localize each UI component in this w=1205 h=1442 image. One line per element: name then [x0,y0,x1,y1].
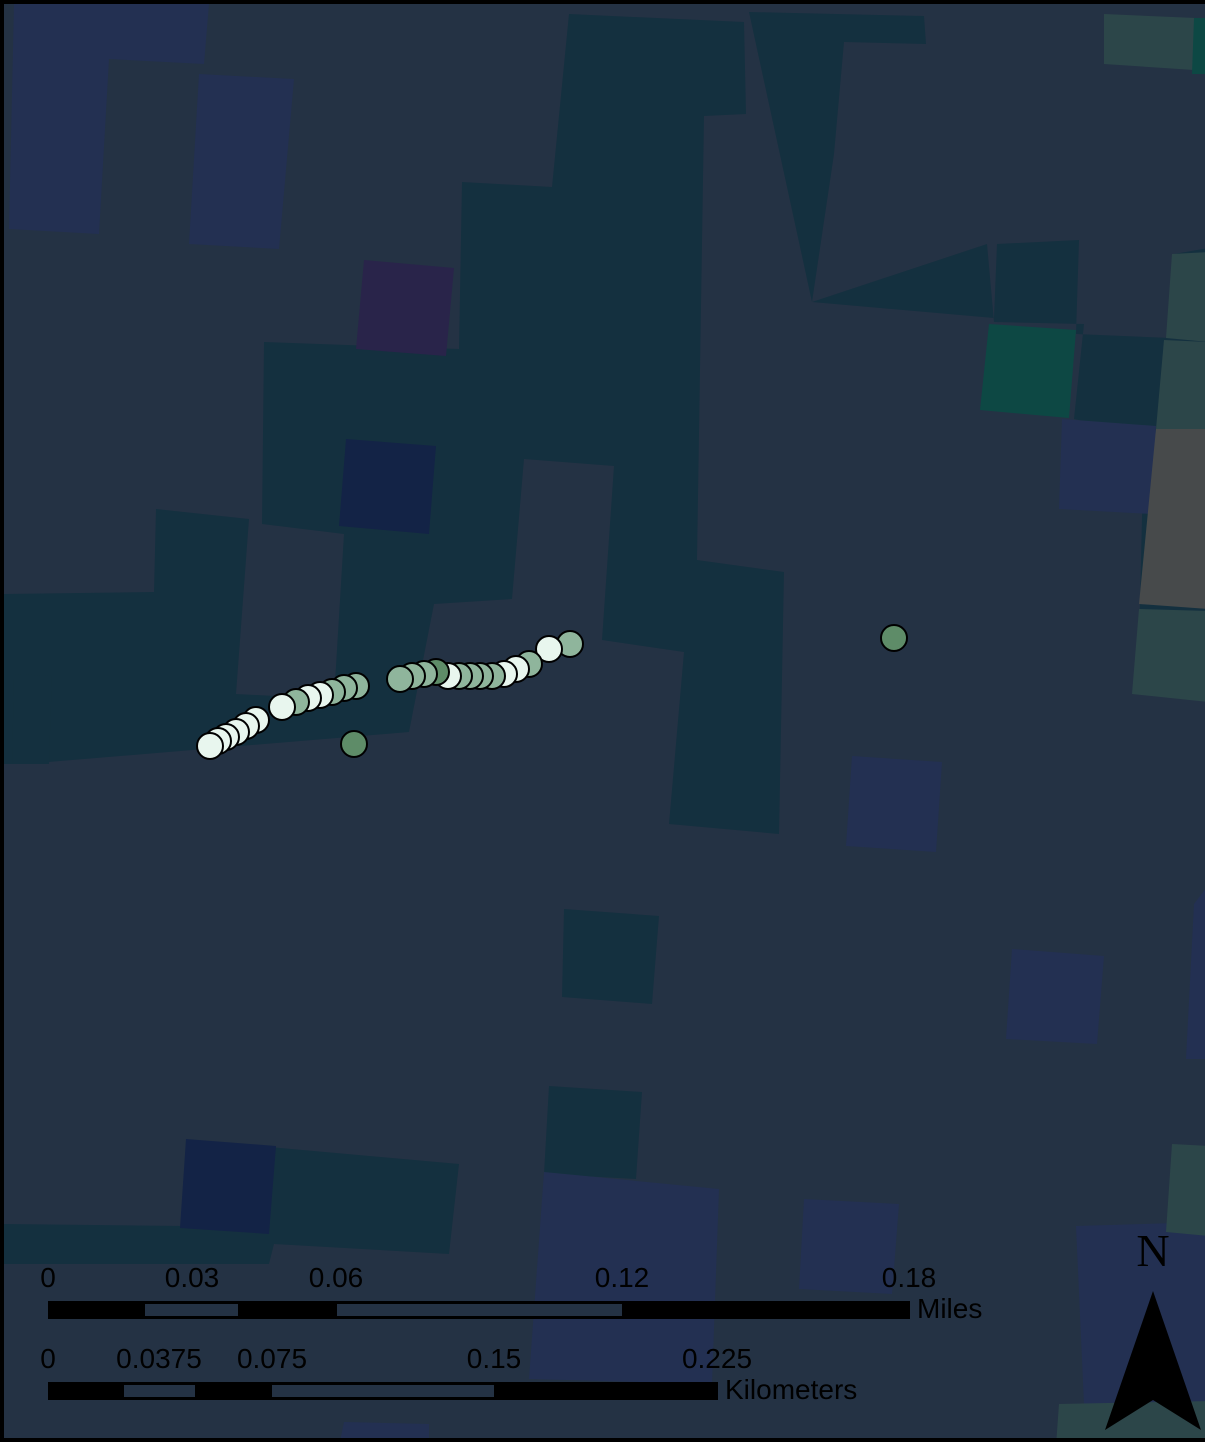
raster-tile [1166,1144,1205,1236]
miles-unit-label: Miles [917,1293,982,1324]
km-unit-label: Kilometers [725,1374,857,1405]
raster-tile [4,1140,459,1438]
north-arrow-icon [1105,1291,1201,1430]
map-canvas[interactable]: 0 0.03 0.06 0.12 0.18 Miles 0 0.0375 0.0… [4,4,1205,1442]
sample-point [535,635,563,663]
miles-tick-label: 0.12 [595,1262,650,1293]
raster-tile [340,1422,429,1438]
miles-tick-label: 0.18 [882,1262,937,1293]
km-tick-label: 0 [40,1343,56,1374]
sample-point [880,624,908,652]
scale-bar-segment [145,1304,238,1316]
raster-tile [980,324,1076,418]
raster-tile [1006,949,1104,1044]
miles-tick-label: 0 [40,1262,56,1293]
scale-bar-segment [272,1385,494,1397]
km-tick-label: 0.0375 [116,1343,202,1374]
raster-tile [1059,419,1156,514]
north-label: N [1136,1225,1169,1276]
raster-tile [544,1086,642,1179]
raster-tile [1132,609,1205,702]
raster-tile [846,756,942,852]
sample-point [386,665,414,693]
raster-tile [9,4,209,234]
km-tick-label: 0.225 [682,1343,752,1374]
raster-tile [1166,252,1205,342]
scale-bar-miles: 0 0.03 0.06 0.12 0.18 Miles [40,1262,982,1324]
raster-tile [799,1199,899,1294]
raster-tile [562,909,659,1004]
raster-tile [4,14,784,834]
miles-tick-label: 0.03 [165,1262,220,1293]
raster-tile [339,439,436,534]
raster-tile [12,674,52,764]
raster-tile [180,1139,276,1234]
sample-point [196,732,224,760]
raster-tile [1186,889,1205,1059]
raster-tile [1056,1401,1205,1438]
scale-bar-segment [337,1304,622,1316]
raster-layer [4,4,1205,1438]
km-tick-label: 0.15 [467,1343,522,1374]
raster-tile [356,260,454,356]
raster-tile [1156,340,1205,429]
sample-point [268,693,296,721]
raster-tile [749,12,1205,654]
raster-tile [189,74,294,249]
raster-tile [1192,18,1205,74]
raster-tile [529,1172,719,1384]
north-arrow: N [1105,1225,1201,1430]
scale-bar-kilometers: 0 0.0375 0.075 0.15 0.225 Kilometers [40,1343,857,1405]
points-layer [196,624,908,760]
km-tick-label: 0.075 [237,1343,307,1374]
raster-tile [1139,429,1205,609]
scale-bar-segment [124,1385,195,1397]
miles-tick-label: 0.06 [309,1262,364,1293]
sample-point [340,730,368,758]
raster-tile [1104,14,1196,70]
